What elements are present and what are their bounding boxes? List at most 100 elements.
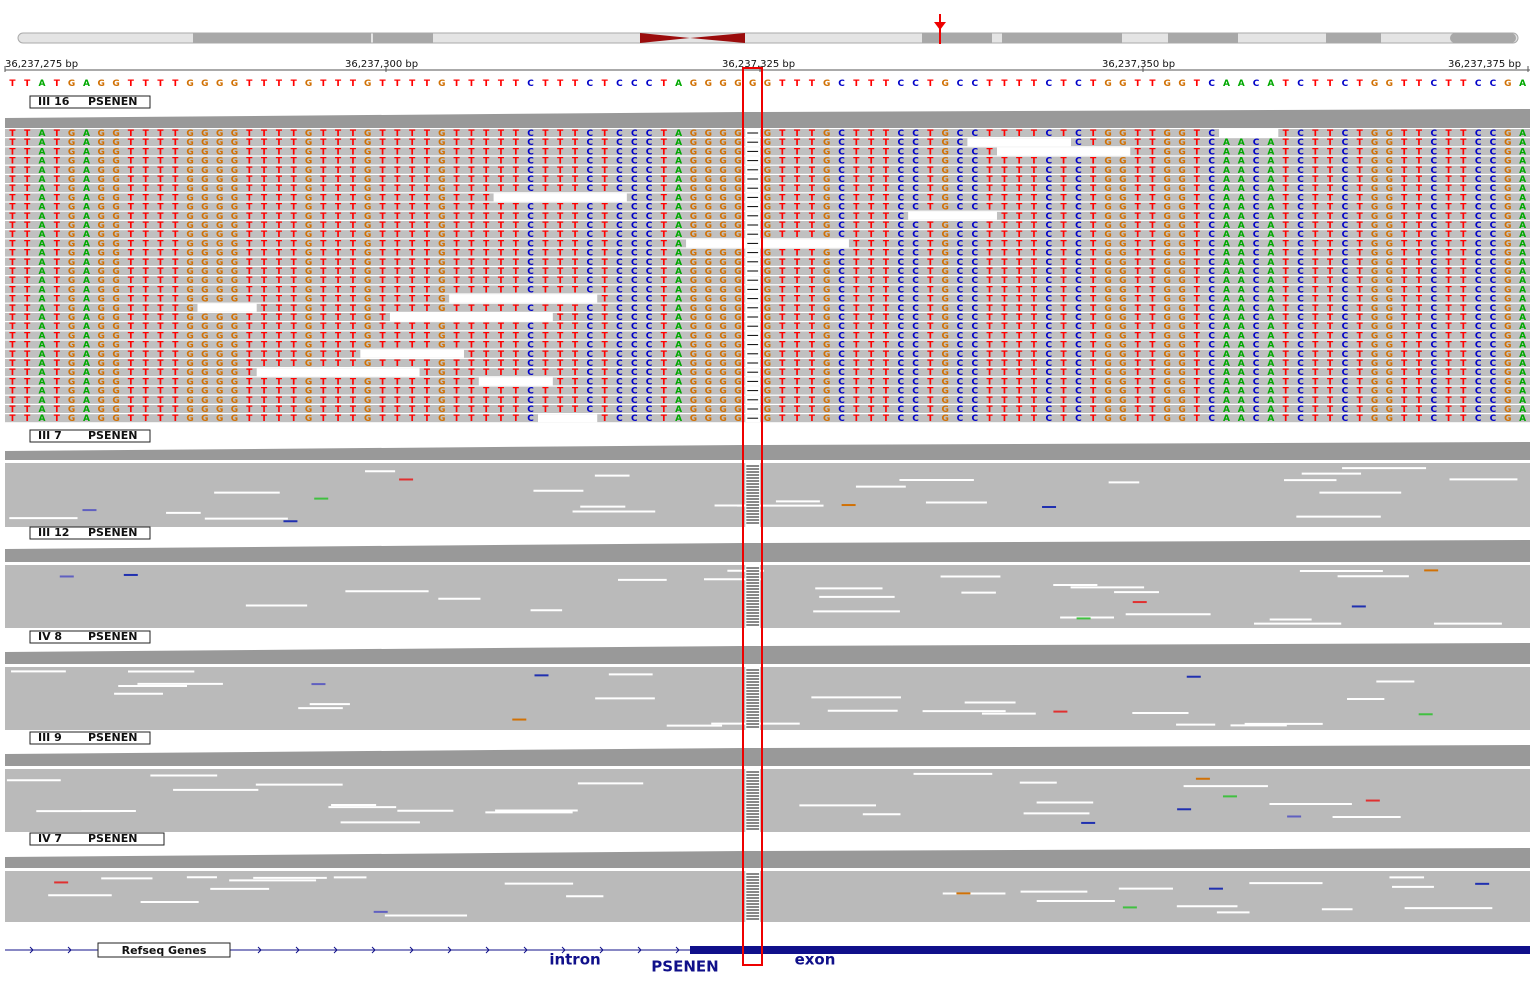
track-label-box xyxy=(29,630,151,644)
gene-track: Refseq Genes intron PSENEN exon xyxy=(5,942,1530,976)
read xyxy=(5,285,1530,294)
read-gap xyxy=(1219,129,1279,137)
gene-label: PSENEN xyxy=(651,958,718,976)
track-gene: PSENEN xyxy=(88,731,137,744)
read-gap xyxy=(538,414,598,423)
track-sample: III 16 xyxy=(38,95,70,108)
read-pile xyxy=(5,667,1530,730)
read xyxy=(5,359,1530,367)
track-sample: III 9 xyxy=(38,731,62,744)
ruler-label: 36,237,375 bp xyxy=(1448,59,1521,70)
read xyxy=(5,414,1530,423)
read-gap xyxy=(197,303,257,312)
read xyxy=(5,303,1530,312)
deletion-column xyxy=(745,667,761,730)
track-sample: III 12 xyxy=(38,526,69,539)
read-pile xyxy=(5,463,1530,527)
ruler-label: 36,237,300 bp xyxy=(345,59,418,70)
read xyxy=(5,322,1530,331)
read xyxy=(5,193,1530,202)
read xyxy=(5,349,1530,358)
read xyxy=(5,248,1530,257)
read xyxy=(5,405,1530,413)
ideogram xyxy=(17,14,1519,44)
read-pile xyxy=(5,565,1530,628)
read xyxy=(5,147,1530,156)
read-pile xyxy=(5,871,1530,922)
read xyxy=(5,377,1530,386)
coverage xyxy=(5,848,1530,868)
track-gene: PSENEN xyxy=(88,429,137,442)
intron-label: intron xyxy=(549,951,600,969)
read xyxy=(5,294,1530,303)
track-gene: PSENEN xyxy=(88,630,137,643)
deletion-column xyxy=(745,565,761,628)
deletion-column xyxy=(745,871,761,922)
coverage xyxy=(5,109,1530,128)
track-label-box xyxy=(29,95,151,109)
read xyxy=(5,202,1530,211)
track-gene: PSENEN xyxy=(88,832,137,845)
deletion-column xyxy=(745,769,761,832)
coverage xyxy=(5,540,1530,562)
track-label-box xyxy=(29,526,151,540)
read xyxy=(5,331,1530,340)
read xyxy=(5,368,1530,377)
track-sample: IV 7 xyxy=(38,832,62,845)
read xyxy=(5,138,1530,147)
read xyxy=(5,313,1530,321)
read-gap xyxy=(449,294,598,303)
read xyxy=(5,221,1530,229)
read-gap xyxy=(686,239,849,248)
track-label-box xyxy=(29,731,151,745)
read xyxy=(5,395,1530,404)
highlight-box xyxy=(742,67,763,966)
coverage xyxy=(5,643,1530,664)
coverage xyxy=(5,745,1530,766)
track-sample: III 7 xyxy=(38,429,62,442)
track-sample: IV 8 xyxy=(38,630,62,643)
read-sequence: TTATGAGGTTTTGGGGTTTTGTTTGTTTTGTTTTTCTTTC… xyxy=(9,414,1526,424)
read xyxy=(5,184,1530,193)
read xyxy=(5,211,1530,220)
read-sequence: TTATGAGGTTTTGGGGTTTTGTTTGTTTTGTTTTTCTTTC… xyxy=(9,303,1526,313)
read-gap xyxy=(996,147,1131,156)
read xyxy=(5,340,1530,349)
read xyxy=(5,175,1530,183)
read xyxy=(5,156,1530,165)
read-gap xyxy=(478,377,553,386)
read xyxy=(5,276,1530,285)
track-label-box xyxy=(29,832,165,846)
gene-track-label: Refseq Genes xyxy=(122,944,207,957)
read xyxy=(5,129,1530,137)
read xyxy=(5,165,1530,174)
read-gap xyxy=(256,368,420,377)
ruler-label: 36,237,350 bp xyxy=(1102,59,1175,70)
ruler-label: 36,237,325 bp xyxy=(722,59,795,70)
read-pile xyxy=(5,769,1530,832)
track-gene: PSENEN xyxy=(88,95,137,108)
